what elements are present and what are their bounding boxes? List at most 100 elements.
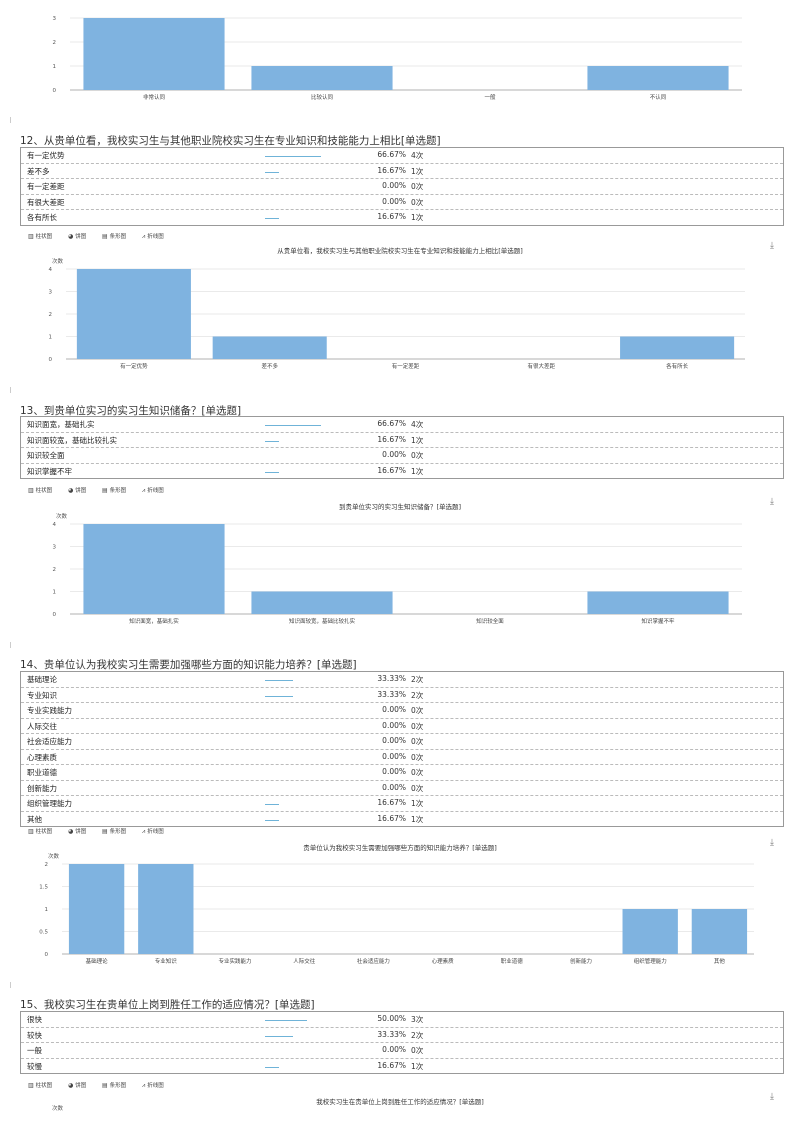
option-label: 较慢 [27,1061,42,1071]
option-percent: 16.67% [377,465,406,475]
option-percent: 50.00% [377,1014,406,1023]
tab-line-chart-label: 折线图 [147,829,164,835]
x-tick-label: 知识较全面 [476,617,504,625]
chart-bar [587,66,729,90]
download-icon[interactable]: ⤓ [770,838,774,848]
y-tick-label: 2 [49,312,53,318]
question-15-response-table: 很快 50.00% 3次 较快 33.33% 2次 一般 0.00% 0次 较慢 16.67% 1次 [20,1011,784,1074]
option-count: 1次 [411,213,424,222]
x-tick-label: 其他 [714,957,726,965]
option-label: 有一定差距 [27,182,65,191]
x-tick-label: 有很大差距 [528,362,556,370]
tab-line-chart-label: 折线图 [147,1083,164,1089]
chart-bar [251,591,393,614]
x-tick-label: 有一定优势 [120,362,148,370]
tab-bar-chart[interactable]: ▥ 柱状图 [28,827,52,835]
option-row: 心理素质 0.00% 0次 [21,750,783,765]
option-count: 4次 [411,151,424,160]
y-axis-label: 次数 [56,512,68,520]
tab-bar-chart-label: 柱状图 [35,1083,53,1089]
tab-line-chart[interactable]: ⩘ 折线图 [142,1081,164,1090]
option-percent: 0.00% [382,720,406,730]
tab-pie-chart-label: 饼图 [75,488,87,494]
bar-chart-icon: ▥ [28,828,34,835]
option-label: 很快 [27,1015,42,1024]
option-percent-bar [265,440,279,442]
option-label: 知识掌握不牢 [27,466,72,476]
question-13-chart-title: 到贵单位实习的实习生知识储备？[单选题] [338,503,462,511]
x-tick-label: 创新能力 [570,957,592,965]
question-12-chart-tabs: ▥ 柱状图 ◕ 饼图 ▤ 条形图 ⩘ 折线图 [28,232,178,241]
tab-bar-chart[interactable]: ▥ 柱状图 [28,232,52,240]
hbar-chart-icon: ▤ [101,233,108,240]
option-count: 0次 [411,197,424,207]
y-tick-label: 0 [49,357,53,363]
download-icon[interactable]: ⤓ [770,1092,774,1102]
x-tick-label: 心理素质 [432,957,455,965]
option-label: 心理素质 [27,752,57,762]
bar-chart-icon: ▥ [28,233,34,240]
y-tick-label: 3 [53,545,57,551]
tab-line-chart[interactable]: ⩘ 折线图 [142,486,164,495]
x-tick-label: 一般 [484,93,496,101]
option-label: 知识面宽，基础扎实 [27,420,95,429]
chart-bar [76,269,191,359]
option-percent: 0.00% [382,736,406,745]
question-14-chart-tabs: ▥ 柱状图 ◕ 饼图 ▤ 条形图 ⩘ 折线图 [28,827,178,836]
question-14-title: 14、贵单位认为我校实习生需要加强哪些方面的知识能力培养？[单选题] [20,659,357,671]
tab-hbar-chart[interactable]: ▤ 条形图 [102,486,126,494]
tab-pie-chart[interactable]: ◕ 饼图 [68,486,86,494]
tab-hbar-chart[interactable]: ▤ 条形图 [102,827,126,835]
option-count: 1次 [411,435,424,445]
option-percent-bar [265,695,293,697]
option-row: 创新能力 0.00% 0次 [21,781,783,796]
option-count: 1次 [411,814,424,824]
tab-pie-chart[interactable]: ◕ 饼图 [68,1081,86,1089]
option-label: 组织管理能力 [27,799,72,808]
hbar-chart-icon: ▤ [101,828,108,835]
pie-chart-icon: ◕ [67,1082,74,1089]
y-tick-label: 3 [49,290,53,296]
x-tick-label: 差不多 [261,362,278,370]
tab-bar-chart[interactable]: ▥ 柱状图 [28,1081,52,1089]
option-row: 基础理论 33.33% 2次 [21,672,783,688]
tab-bar-chart[interactable]: ▥ 柱状图 [28,486,52,494]
tab-bar-chart-label: 柱状图 [35,829,53,835]
tab-pie-chart[interactable]: ◕ 饼图 [68,232,86,240]
tab-hbar-chart[interactable]: ▤ 条形图 [102,232,126,240]
x-tick-label: 专业知识 [155,957,178,965]
option-row: 有一定优势 66.67% 4次 [21,148,783,164]
chart-bar [622,909,678,954]
x-tick-label: 职业道德 [501,957,524,965]
download-icon[interactable]: ⤓ [770,497,774,507]
tab-line-chart[interactable]: ⩘ 折线图 [142,232,164,241]
chart-bar [138,864,194,954]
hbar-chart-icon: ▤ [101,1082,108,1089]
download-icon[interactable]: ⤓ [770,241,774,251]
option-count: 2次 [411,690,424,700]
question-12-chart-title: 从贵单位看，我校实习生与其他职业院校实习生在专业知识和技能能力上相比[单选题] [277,247,523,255]
chart-bar [587,591,729,614]
option-row: 其他 16.67% 1次 [21,812,783,827]
option-label: 较快 [27,1030,42,1040]
chart-bar [691,909,748,954]
option-count: 0次 [411,1046,424,1055]
tab-hbar-chart-label: 条形图 [109,829,127,835]
tab-hbar-chart[interactable]: ▤ 条形图 [102,1081,126,1089]
option-percent: 0.00% [382,705,406,714]
option-percent-bar [265,425,321,426]
tab-pie-chart-label: 饼图 [75,234,87,240]
option-row: 知识面宽，基础扎实 66.67% 4次 [21,417,783,433]
option-row: 专业实践能力 0.00% 0次 [21,703,783,719]
tab-pie-chart[interactable]: ◕ 饼图 [68,827,86,835]
tab-line-chart[interactable]: ⩘ 折线图 [142,827,164,836]
option-percent-bar [265,804,279,805]
tab-hbar-chart-label: 条形图 [109,234,127,240]
y-tick-label: 1 [53,590,57,596]
chart-q11: 0 1 2 3 非常认同 比较认同 一般 不认同 [53,16,742,101]
option-percent: 16.67% [377,798,406,807]
tab-pie-chart-label: 饼图 [75,1083,87,1089]
option-percent-bar [265,1035,293,1037]
y-tick-label: 1.5 [39,885,48,891]
option-count: 0次 [411,737,424,746]
